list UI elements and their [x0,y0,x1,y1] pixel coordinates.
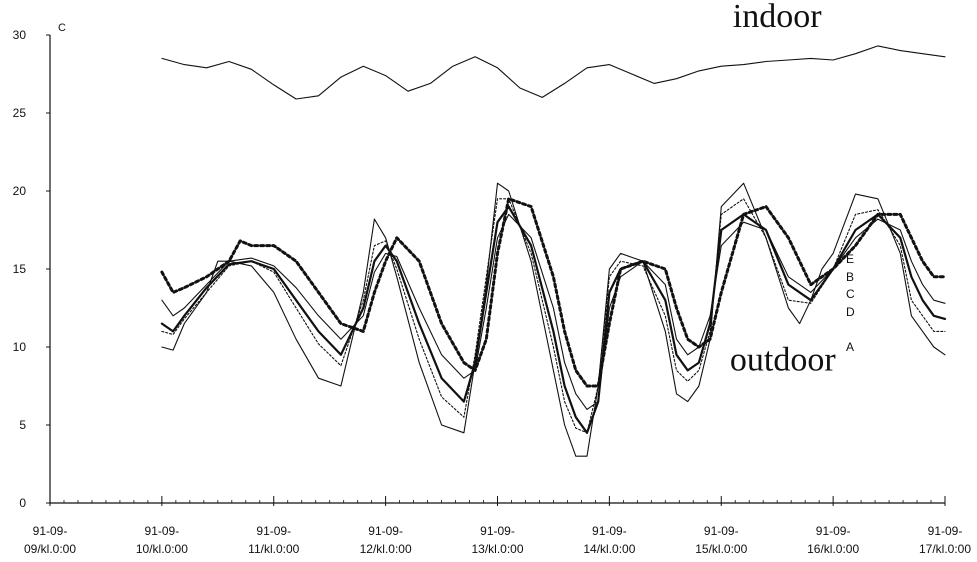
series-label-A: A [846,340,854,354]
x-tick-label-line1: 91-09- [704,524,739,538]
x-tick-label-line1: 91-09- [33,524,68,538]
x-tick-label-line2: 10/kl.0:00 [136,542,188,556]
series-label-C: C [846,287,855,301]
axes [49,35,945,504]
y-tick-label: 10 [13,340,27,354]
y-axis-label: C [58,22,66,34]
x-tick-label-line2: 14/kl.0:00 [583,542,635,556]
x-tick-label-line1: 91-09- [928,524,963,538]
x-tick-label-line2: 09/kl.0:00 [24,542,76,556]
annotation-indoor: indoor [733,0,822,35]
x-tick-label-line1: 91-09- [256,524,291,538]
series-line-D [161,198,946,434]
x-ticks: 91-09- 09/kl.0:00 91-09- 10/kl.0:00 91-09- 11… [24,496,971,556]
series-line-E [160,197,947,388]
series-group [160,45,947,457]
x-tick-label-line1: 91-09- [480,524,515,538]
x-tick-label-line2: 15/kl.0:00 [695,542,747,556]
y-tick-label: 15 [13,262,27,276]
x-tick-label-line1: 91-09- [592,524,627,538]
series-line-C [160,205,947,434]
series-label-D: D [846,305,855,319]
series-label-B: B [846,270,854,284]
y-tick-label: 5 [19,418,26,432]
annotation-outdoor: outdoor [730,341,836,378]
x-tick-label-line2: 16/kl.0:00 [807,542,859,556]
x-tick-label-line1: 91-09- [145,524,180,538]
series-line-indoor [161,45,946,100]
x-tick-label-line2: 17/kl.0:00 [919,542,971,556]
series-line-B [161,213,946,410]
x-tick-label-line2: 11/kl.0:00 [248,542,299,556]
x-tick-label-line2: 13/kl.0:00 [471,542,523,556]
x-tick-label-line1: 91-09- [816,524,851,538]
x-tick-label-line2: 12/kl.0:00 [360,542,412,556]
series-line-A [161,182,946,457]
y-tick-label: 25 [13,106,27,120]
x-tick-label-line1: 91-09- [368,524,403,538]
y-tick-label: 0 [19,496,26,510]
y-tick-label: 30 [13,28,27,42]
series-label-E: E [846,252,854,266]
y-ticks: 0 5 10 15 20 25 30 [13,28,50,510]
y-tick-label: 20 [13,184,27,198]
